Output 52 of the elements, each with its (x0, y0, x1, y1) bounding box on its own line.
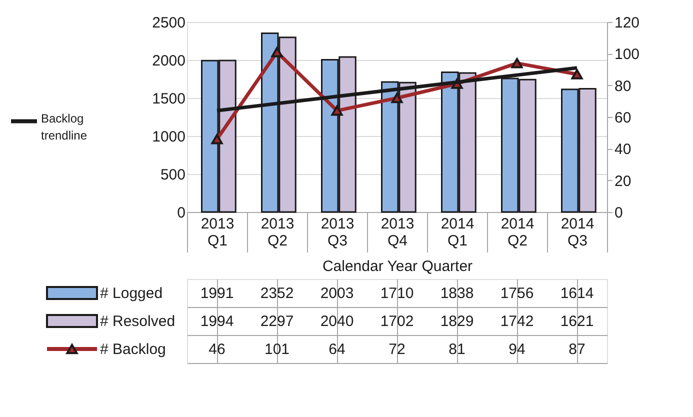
y2-tick-label: 60 (614, 110, 632, 126)
y-tick-label: 2000 (152, 52, 186, 70)
data-label: 72 (388, 341, 406, 358)
y2-tick-label: 0 (614, 204, 623, 222)
point (211, 134, 223, 144)
x-tick-label: 2013 Q3 (320, 216, 354, 250)
data-label: 81 (448, 341, 466, 358)
x-tick-label: 2013 Q1 (200, 216, 234, 250)
data-label: 1994 (200, 313, 234, 330)
data-label: 64 (328, 341, 346, 358)
point (391, 92, 403, 104)
data-label: 1838 (440, 285, 474, 302)
data-label: 87 (568, 341, 586, 358)
y-tick-label: 0 (177, 204, 186, 222)
legend-label: # Logged (100, 285, 163, 302)
data-label: 1829 (440, 313, 474, 330)
data-label: 1742 (500, 313, 534, 330)
y2-tick-label: 120 (614, 14, 640, 32)
x-tick-label: 2014 Q3 (560, 216, 594, 250)
x-axis-title: Calendar Year Quarter (322, 258, 473, 275)
y-tick-label: 1000 (152, 128, 186, 146)
data-label: 1991 (200, 285, 234, 302)
legend-label: Backlog trendline (41, 111, 88, 142)
point (511, 58, 523, 68)
data-label: 1621 (560, 313, 594, 330)
data-label: 2003 (320, 285, 354, 302)
data-label: 101 (264, 341, 290, 358)
data-label: 94 (508, 341, 526, 358)
point (271, 46, 283, 58)
legend-label: # Backlog (100, 341, 166, 358)
data-label: 1702 (380, 313, 414, 330)
x-tick-label: 2014 Q2 (500, 216, 534, 250)
data-label: 1614 (560, 285, 594, 302)
y-tick-label: 2500 (152, 14, 186, 32)
y2-tick-label: 80 (614, 78, 632, 95)
y2-tick-label: 20 (614, 172, 632, 190)
data-label: 2352 (260, 285, 294, 302)
x-tick-label: 2014 Q1 (440, 216, 474, 250)
data-label: 1756 (500, 285, 534, 302)
point (331, 106, 343, 116)
y-tick-label: 1500 (152, 90, 186, 108)
y-tick-label: 500 (160, 166, 186, 184)
data-label: 1710 (380, 285, 414, 302)
legend-label: # Resolved (100, 313, 176, 330)
x-tick-label: 2013 Q4 (380, 216, 414, 250)
point (571, 69, 583, 80)
data-label: 46 (208, 341, 226, 358)
data-label: 2040 (320, 313, 354, 330)
x-tick-label: 2013 Q2 (260, 216, 294, 250)
data-label: 2297 (260, 313, 294, 330)
y2-tick-label: 40 (614, 141, 632, 158)
y2-tick-label: 100 (614, 46, 640, 64)
